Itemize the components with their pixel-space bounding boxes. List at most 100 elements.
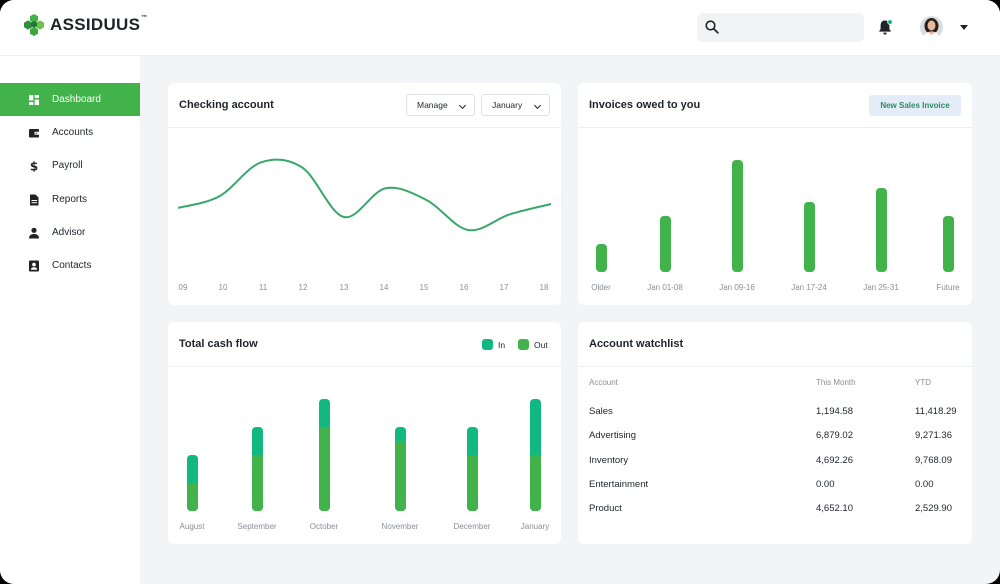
invoice-bar[interactable] — [875, 188, 887, 272]
brand-logo[interactable]: ASSIDUUS™ — [24, 14, 148, 36]
cash-out-bar[interactable] — [466, 455, 478, 511]
search-input[interactable] — [697, 13, 864, 42]
invoice-bar[interactable] — [942, 216, 954, 272]
svg-text:$: $ — [30, 160, 38, 172]
x-tick-label: 15 — [419, 283, 429, 292]
column-header-this-month: This Month — [816, 378, 856, 387]
person-icon — [29, 227, 39, 239]
sidebar-item-dashboard[interactable]: Dashboard — [0, 83, 140, 116]
x-tick-label: 16 — [459, 283, 469, 292]
cash-flow-card: Total cash flow In Out August September Oc… — [168, 322, 561, 544]
month-dropdown[interactable]: January — [481, 94, 550, 116]
dollar-icon: $ — [30, 160, 38, 172]
sidebar-item-contacts[interactable]: Contacts — [0, 249, 140, 282]
x-tick-label: 14 — [379, 283, 389, 292]
month-dropdown-label: January — [492, 100, 523, 110]
table-row-account: Advertising — [589, 430, 636, 441]
invoice-bar[interactable] — [803, 202, 815, 272]
legend-label-out: Out — [534, 339, 548, 350]
x-tick-label: Jan 01-08 — [647, 283, 683, 292]
table-row-account: Entertainment — [589, 479, 649, 490]
x-tick-label: 18 — [539, 283, 549, 292]
x-tick-label: Jan 17-24 — [791, 283, 827, 292]
x-tick-label: October — [309, 522, 339, 531]
x-tick-label: August — [179, 522, 205, 531]
legend-label-in: In — [498, 339, 506, 350]
brand-logo-icon — [24, 14, 44, 36]
new-sales-invoice-button[interactable]: New Sales Invoice — [869, 95, 961, 116]
sidebar-item-label: Advisor — [52, 227, 86, 238]
column-header-account: Account — [589, 378, 618, 387]
x-tick-label: 09 — [178, 283, 188, 292]
invoice-bar[interactable] — [731, 160, 743, 272]
x-tick-label: Jan 25-31 — [863, 283, 899, 292]
checking-account-card: Checking account Manage January 09 10 11 12… — [168, 83, 561, 305]
chevron-down-icon — [533, 101, 542, 110]
cash-out-bar[interactable] — [318, 427, 330, 511]
card-header: Invoices owed to you New Sales Invoice — [578, 83, 972, 128]
sidebar-item-label: Accounts — [52, 127, 94, 138]
card-header: Total cash flow In Out — [168, 322, 561, 367]
table-row-ytd: 11,418.29 — [915, 406, 957, 417]
column-header-ytd: YTD — [915, 378, 931, 387]
table-row-this-month: 4,652.10 — [816, 503, 853, 514]
legend-swatch-in — [482, 339, 493, 350]
cash-out-bar[interactable] — [394, 441, 406, 511]
invoice-bar[interactable] — [659, 216, 671, 272]
account-watchlist-card: Account watchlist Account This Month YTD… — [578, 322, 972, 544]
table-row-this-month: 1,194.58 — [816, 406, 853, 417]
legend-out: Out — [518, 339, 548, 350]
sidebar-item-label: Payroll — [52, 160, 83, 171]
card-header: Checking account Manage January — [168, 83, 561, 128]
x-tick-label: January — [520, 522, 550, 531]
sidebar-item-reports[interactable]: Reports — [0, 183, 140, 216]
x-tick-label: Jan 09-16 — [719, 283, 755, 292]
sidebar-item-label: Contacts — [52, 260, 92, 271]
contacts-icon — [29, 260, 39, 272]
table-row-ytd: 2,529.90 — [915, 503, 952, 514]
x-tick-label: 12 — [298, 283, 308, 292]
brand-name: ASSIDUUS™ — [50, 15, 148, 34]
bell-icon[interactable] — [878, 19, 893, 36]
table-row-ytd: 0.00 — [915, 479, 934, 490]
invoices-card: Invoices owed to you New Sales Invoice O… — [578, 83, 972, 305]
table-row-ytd: 9,768.09 — [915, 455, 952, 466]
manage-dropdown[interactable]: Manage — [406, 94, 475, 116]
sidebar: Dashboard Accounts $ Payroll Reports — [0, 56, 140, 584]
table-row-this-month: 4,692.26 — [816, 455, 853, 466]
table-row-ytd: 9,271.36 — [915, 430, 952, 441]
legend-in: In — [482, 339, 505, 350]
x-tick-label: 13 — [339, 283, 349, 292]
x-tick-label: 17 — [499, 283, 509, 292]
table-row-this-month: 6,879.02 — [816, 430, 853, 441]
card-title: Total cash flow — [179, 338, 258, 350]
wallet-icon — [29, 129, 39, 138]
avatar[interactable] — [920, 16, 943, 39]
cash-out-bar[interactable] — [251, 455, 263, 511]
account-menu-chevron-down-icon[interactable] — [960, 25, 968, 30]
checking-balance-line — [177, 158, 552, 232]
chevron-down-icon — [458, 101, 467, 110]
sidebar-item-label: Dashboard — [52, 94, 101, 105]
table-row-account: Product — [589, 503, 622, 514]
search-icon — [705, 20, 719, 34]
dashboard-icon — [29, 95, 39, 105]
card-title: Invoices owed to you — [589, 99, 701, 111]
invoice-bar[interactable] — [595, 244, 607, 272]
sidebar-item-label: Reports — [52, 194, 88, 205]
table-row-account: Inventory — [589, 455, 629, 466]
x-tick-label: Older — [591, 283, 611, 292]
sidebar-item-payroll[interactable]: $ Payroll — [0, 149, 140, 182]
cash-out-bar[interactable] — [186, 483, 198, 511]
x-tick-label: 10 — [218, 283, 228, 292]
cash-out-bar[interactable] — [529, 455, 541, 511]
sidebar-item-accounts[interactable]: Accounts — [0, 116, 140, 149]
x-tick-label: 11 — [258, 283, 268, 292]
top-bar: ASSIDUUS™ — [0, 0, 1000, 56]
legend-swatch-out — [518, 339, 529, 350]
sidebar-item-advisor[interactable]: Advisor — [0, 216, 140, 249]
table-row-account: Sales — [589, 406, 613, 417]
x-tick-label: September — [237, 522, 277, 531]
card-title: Checking account — [179, 99, 274, 111]
